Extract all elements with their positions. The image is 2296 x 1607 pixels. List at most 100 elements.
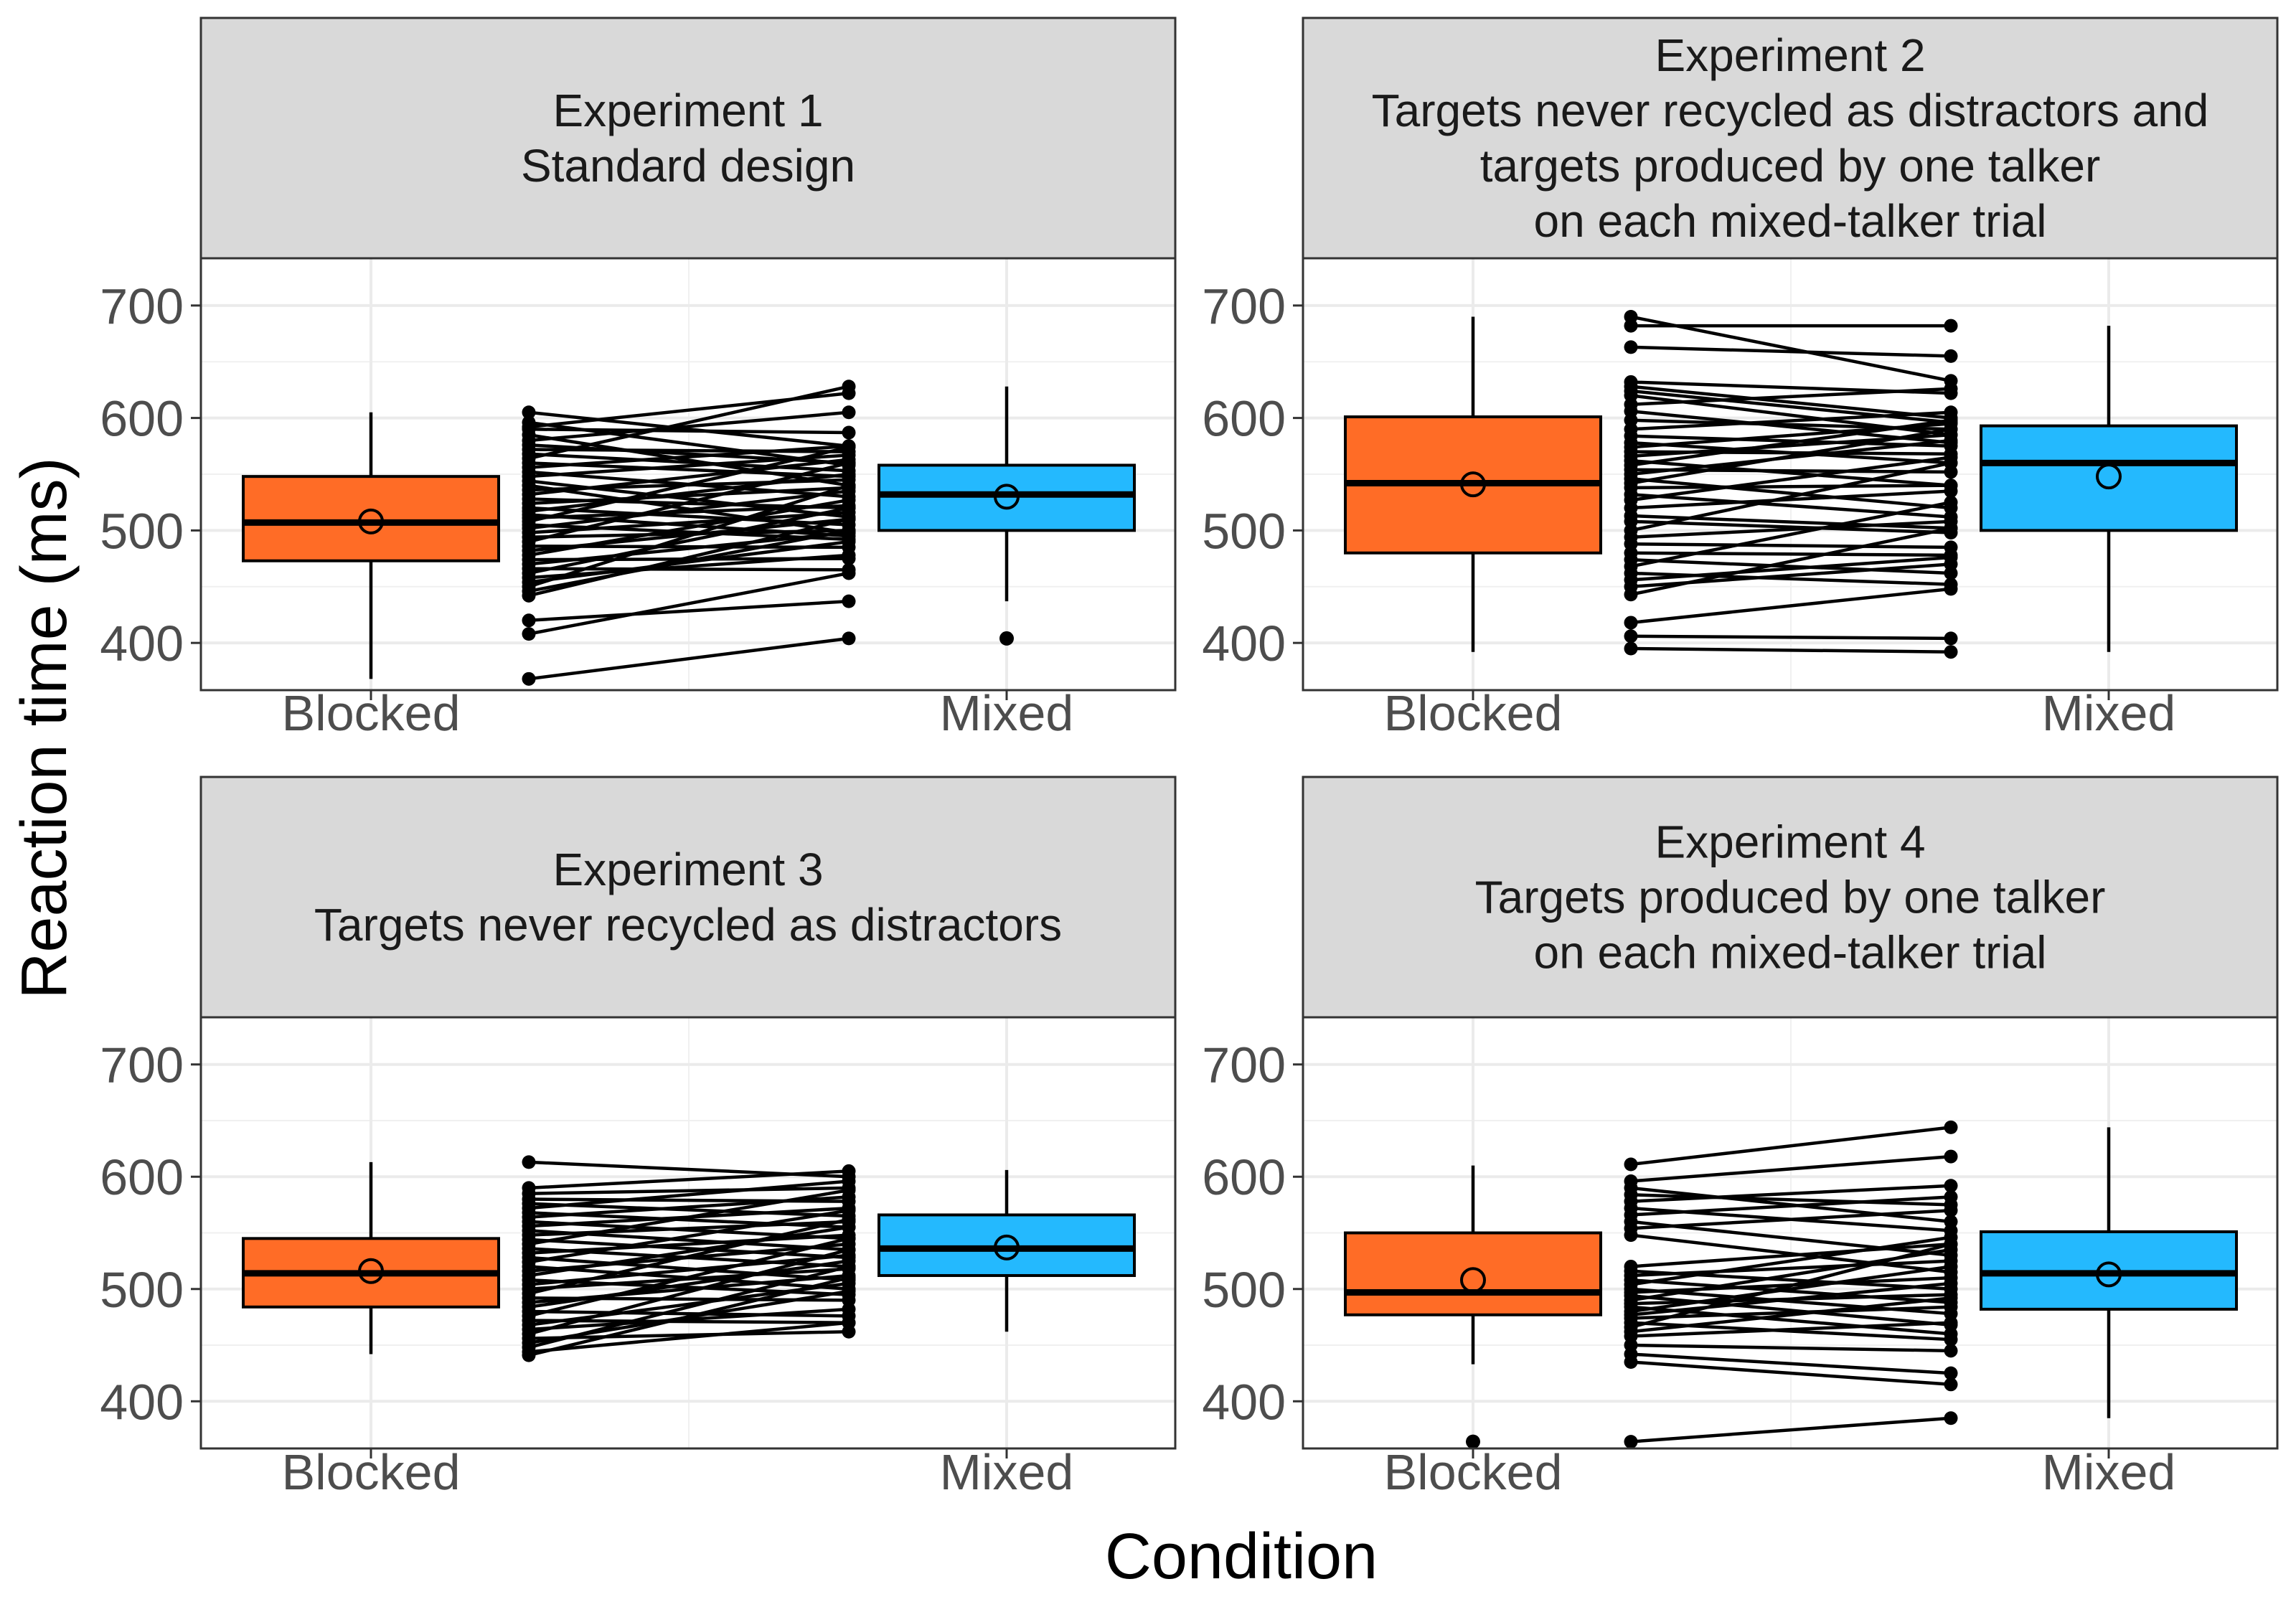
participant-point-mixed [1944,1149,1958,1164]
mean-marker [358,508,384,534]
participant-point-mixed [1944,495,1958,509]
participant-point-mixed [842,405,856,420]
mean-marker [994,1234,1020,1260]
participant-point-mixed [842,425,856,440]
boxplot-mixed [878,1169,1136,1332]
participant-line [1630,1416,1952,1443]
participant-line [1630,1281,1952,1316]
participant-point-blocked [1624,319,1638,333]
facet-title-line: Targets produced by one talker [1475,872,2106,923]
x-tick-label: Mixed [940,1444,1074,1500]
y-tick-label: 700 [1202,1037,1286,1093]
mean-marker [2096,463,2122,490]
participant-line [528,1329,850,1340]
participant-point-mixed [842,534,856,549]
participant-line [528,636,850,681]
participant-line [1630,1242,1952,1329]
box-iqr [1980,424,2238,532]
participant-line [1630,385,1952,420]
participant-line [528,506,850,527]
facet-strip [1302,776,2279,1019]
participant-point-mixed [842,1316,856,1330]
participant-line [528,529,850,593]
x-tick-label: Blocked [281,685,460,741]
participant-line [1630,1278,1952,1304]
participant-line [528,1248,850,1336]
participant-line [1630,489,1952,510]
participant-line [528,1233,850,1255]
participant-line [1630,587,1952,625]
participant-line [528,567,850,572]
participant-line [1630,1305,1952,1320]
participant-point-blocked [522,613,536,628]
participant-point-mixed [842,631,856,646]
participant-line [1630,418,1952,467]
participant-line [528,1188,850,1246]
paired-lines [1624,310,1958,659]
participant-line [1630,646,1952,654]
boxplot-mixed [1980,326,2238,652]
participant-line [1630,477,1952,510]
participant-point-mixed [1944,521,1958,535]
panel-border [1302,1016,2279,1450]
participant-point-mixed [1944,1377,1958,1392]
participant-line [528,571,850,636]
x-tick-label: Mixed [940,685,1074,741]
participant-line [1630,1296,1952,1334]
participant-point-mixed [1944,1411,1958,1425]
participant-line [1630,555,1952,582]
y-axis-title: Reaction time (ms) [9,457,80,999]
participant-line [1630,1321,1952,1338]
participant-point-mixed [1944,631,1958,646]
participant-line [528,1238,850,1260]
participant-point-mixed [842,1231,856,1245]
participant-line [1630,484,1952,490]
facet-title-line: Experiment 1 [552,85,823,136]
participant-point-mixed [1944,1237,1958,1251]
participant-point-blocked [522,405,536,420]
participant-line [528,1237,850,1318]
y-tick-label: 400 [100,616,184,671]
paired-lines [522,1155,856,1362]
participant-line [1630,1259,1952,1278]
participant-point-mixed [1944,382,1958,396]
participant-line [1630,1360,1952,1387]
participant-line [528,484,850,588]
participant-point-mixed [1944,433,1958,448]
participant-point-mixed [1944,1344,1958,1358]
participant-point-mixed [842,456,856,470]
participant-point-mixed [842,1164,856,1178]
boxplot-mixed [878,386,1136,646]
participant-line [1630,1126,1952,1167]
facet-title-line: targets produced by one talker [1480,140,2101,192]
participant-line [1630,1343,1952,1353]
participant-line [528,1179,850,1210]
participant-line [528,410,850,448]
participant-line [528,410,850,443]
participant-line [528,531,850,566]
participant-line [1630,551,1952,557]
x-tick-label: Mixed [2042,685,2176,741]
y-tick-label: 400 [1202,616,1286,671]
participant-line [528,452,850,473]
participant-line [1630,500,1952,568]
participant-line [528,1169,850,1190]
participant-line [1630,434,1952,448]
facet-title-line: Experiment 2 [1655,29,1925,81]
x-tick-label: Blocked [1383,1444,1562,1500]
paired-lines [1624,1120,1958,1449]
participant-point-blocked [1624,1228,1638,1243]
participant-point-blocked [522,627,536,641]
participant-line [1630,1220,1952,1258]
outlier-point [999,631,1014,646]
box-iqr [1344,1231,1602,1316]
participant-point-blocked [522,1155,536,1169]
mean-marker [1460,471,1486,498]
y-tick-label: 400 [100,1374,184,1430]
participant-line [1630,1184,1952,1203]
